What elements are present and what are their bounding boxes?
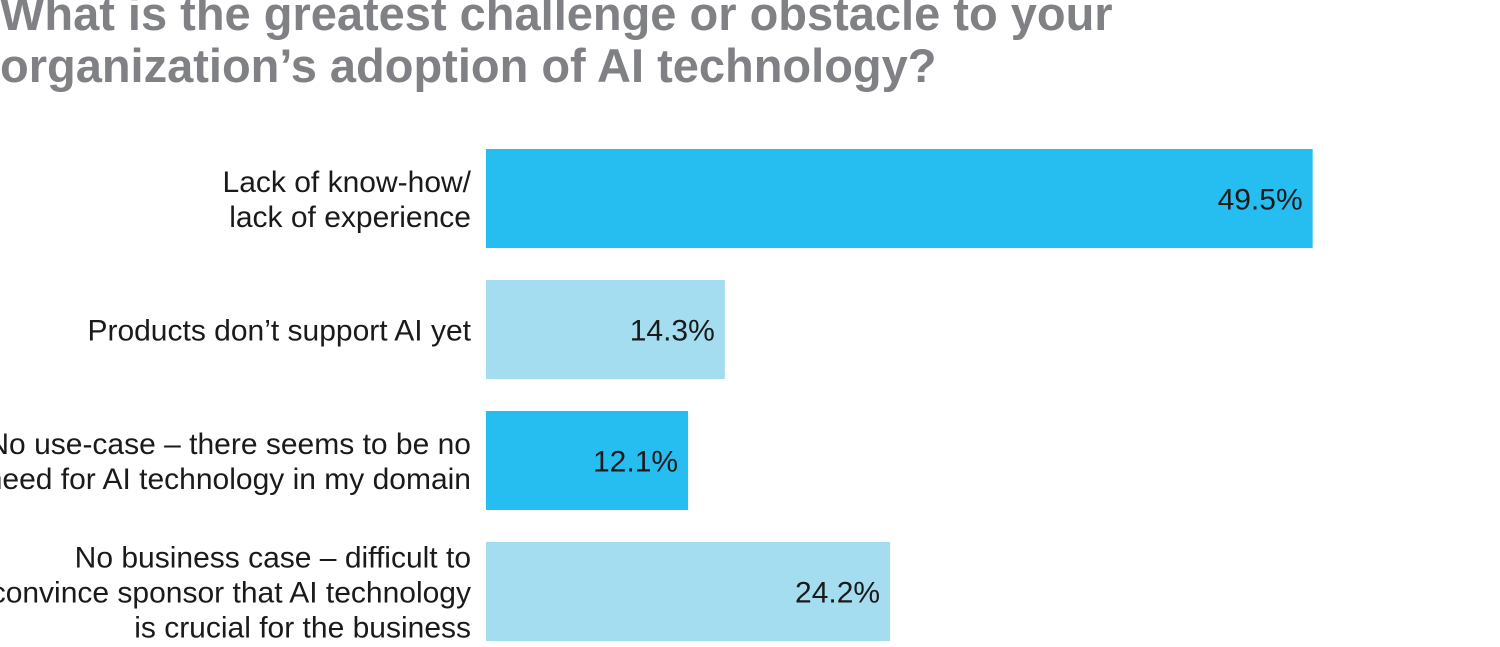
bar-1 — [486, 149, 1313, 248]
category-label-4-line-2: convince sponsor that AI technology — [0, 577, 471, 610]
bar-value-label-4: 24.2% — [795, 577, 880, 610]
category-label-3-line-1: No use-case – there seems to be no — [0, 428, 471, 461]
category-label-3-line-2: need for AI technology in my domain — [0, 463, 471, 496]
category-label-4: No business case – difficult toconvince … — [0, 542, 471, 645]
category-label-2: Products don’t support AI yet — [87, 315, 471, 348]
bar-value-label-1: 49.5% — [1218, 184, 1303, 217]
bar-value-label-3: 12.1% — [593, 446, 678, 479]
bar-value-label-2: 14.3% — [630, 315, 715, 348]
category-label-1-line-1: Lack of know-how/ — [223, 166, 472, 199]
category-label-1-line-2: lack of experience — [229, 201, 471, 234]
category-label-4-line-1: No business case – difficult to — [75, 542, 471, 575]
category-label-2-line-1: Products don’t support AI yet — [87, 315, 471, 348]
bar-3 — [486, 411, 689, 510]
bar-4 — [486, 542, 891, 641]
category-label-1: Lack of know-how/lack of experience — [223, 166, 472, 234]
bar-2 — [486, 280, 725, 379]
chart-title-line-2: organization’s adoption of AI technology… — [0, 39, 937, 92]
chart-title-line-1: What is the greatest challenge or obstac… — [0, 0, 1113, 40]
chart-title: What is the greatest challenge or obstac… — [0, 0, 1500, 92]
category-label-4-line-3: is crucial for the business — [134, 612, 471, 645]
